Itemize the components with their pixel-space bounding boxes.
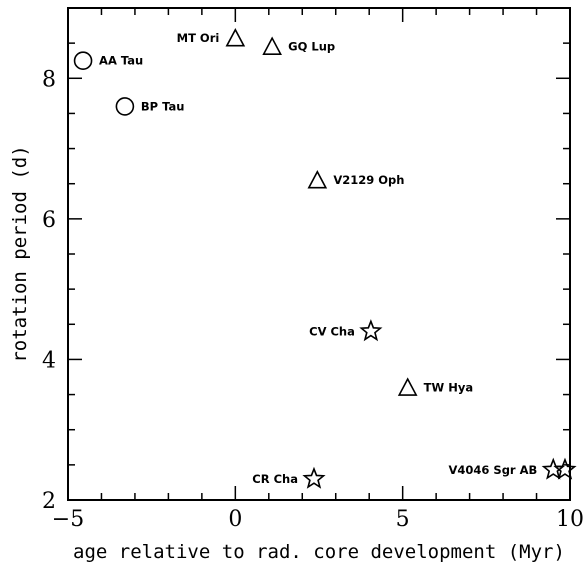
data-points	[73, 28, 577, 489]
tick-labels: −5 0 5 10 2 4 6 8	[42, 67, 584, 532]
point-label: V4046 Sgr AB	[449, 463, 538, 477]
point-circle	[115, 97, 135, 116]
point-label: TW Hya	[424, 381, 473, 395]
point-label: CR Cha	[252, 472, 298, 486]
x-tick-label: 5	[396, 507, 410, 532]
point-labels: AA Tau BP Tau MT Ori GQ Lup V2129 Oph CV Cha T…	[99, 31, 537, 486]
y-tick-label: 8	[42, 67, 56, 92]
y-tick-label: 2	[42, 489, 56, 514]
point-star	[302, 466, 326, 489]
point-triangle	[225, 28, 246, 47]
point-triangle	[397, 377, 418, 396]
point-label: AA Tau	[99, 54, 143, 68]
point-label: CV Cha	[309, 324, 355, 338]
point-triangle	[262, 36, 282, 55]
point-label: V2129 Oph	[333, 173, 404, 187]
y-axis-title: rotation period (d)	[9, 145, 31, 362]
y-tick-label: 4	[42, 348, 56, 373]
point-label: GQ Lup	[288, 40, 335, 54]
point-star	[553, 457, 577, 480]
point-circle	[73, 51, 93, 71]
point-star	[359, 319, 383, 342]
point-triangle	[307, 169, 328, 189]
x-tick-label: 0	[228, 507, 242, 532]
x-tick-label: 10	[556, 507, 584, 532]
x-axis-title: age relative to rad. core development (M…	[73, 541, 565, 563]
point-label: MT Ori	[177, 31, 220, 45]
point-label: BP Tau	[141, 99, 185, 113]
x-tick-label: −5	[52, 507, 84, 532]
plot-frame	[67, 7, 571, 501]
y-tick-label: 6	[42, 208, 56, 233]
axis-ticks	[67, 7, 571, 501]
